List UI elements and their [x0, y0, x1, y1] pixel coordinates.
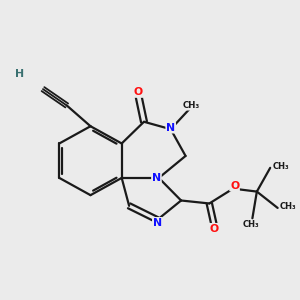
Text: CH₃: CH₃ [280, 202, 296, 211]
Text: CH₃: CH₃ [243, 220, 259, 230]
Text: N: N [166, 123, 175, 133]
Text: O: O [134, 87, 142, 97]
Text: O: O [230, 181, 239, 190]
Text: N: N [153, 218, 162, 228]
Text: CH₃: CH₃ [272, 162, 289, 171]
Text: O: O [209, 224, 218, 234]
Text: CH₃: CH₃ [183, 101, 200, 110]
Text: N: N [152, 173, 161, 183]
Text: H: H [15, 69, 24, 79]
